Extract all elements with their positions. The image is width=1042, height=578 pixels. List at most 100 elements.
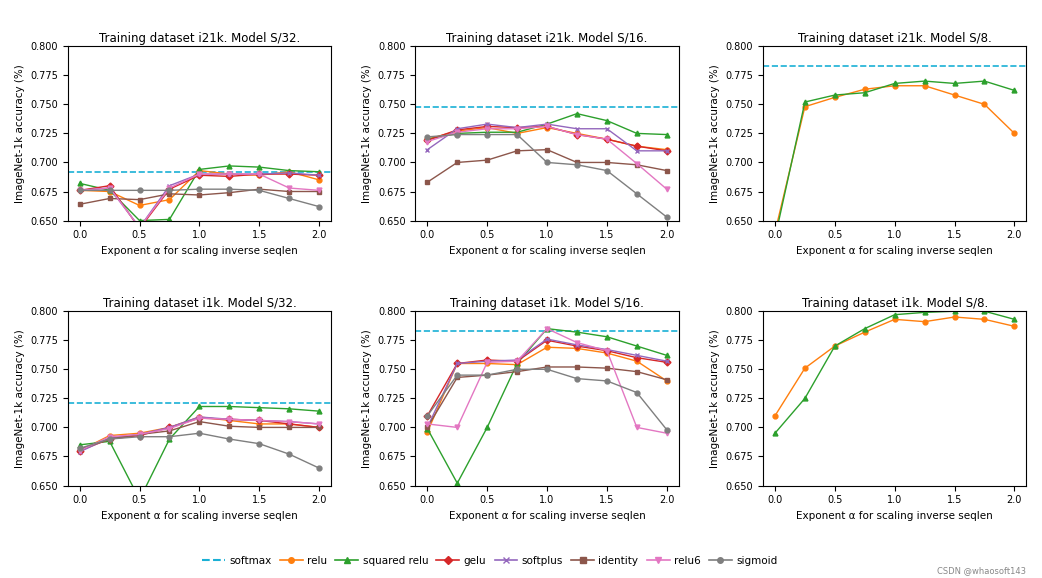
Line: sigmoid: sigmoid [425, 132, 669, 220]
softplus [103, 184, 116, 191]
gelu [223, 173, 235, 180]
X-axis label: Exponent α for scaling inverse seqlen: Exponent α for scaling inverse seqlen [449, 246, 645, 256]
squared_relu [541, 325, 553, 332]
squared_relu [313, 407, 325, 414]
squared_relu [769, 235, 782, 242]
squared_relu [421, 136, 433, 143]
Line: relu: relu [77, 414, 322, 453]
gelu [481, 357, 494, 364]
Line: relu6: relu6 [425, 124, 669, 192]
sigmoid [541, 159, 553, 166]
Line: softplus: softplus [77, 414, 322, 454]
relu6 [451, 424, 464, 431]
sigmoid [193, 186, 205, 192]
squared_relu [223, 162, 235, 169]
Line: sigmoid: sigmoid [77, 431, 322, 470]
relu [283, 168, 296, 175]
relu [978, 316, 991, 323]
squared_relu [661, 352, 673, 359]
softmax [541, 103, 553, 110]
softmax [73, 168, 85, 175]
squared_relu [283, 405, 296, 412]
squared_relu [630, 130, 643, 137]
relu6 [313, 420, 325, 427]
relu [1009, 323, 1021, 330]
relu6 [630, 160, 643, 167]
relu6 [571, 131, 584, 138]
Line: squared_relu: squared_relu [425, 111, 669, 142]
relu [103, 432, 116, 439]
sigmoid [571, 161, 584, 168]
relu6 [73, 447, 85, 454]
relu [948, 91, 961, 98]
gelu [164, 186, 176, 192]
relu [481, 360, 494, 367]
softplus [661, 358, 673, 365]
squared_relu [73, 442, 85, 449]
sigmoid [600, 377, 613, 384]
X-axis label: Exponent α for scaling inverse seqlen: Exponent α for scaling inverse seqlen [796, 511, 993, 521]
relu [600, 136, 613, 143]
relu6 [223, 171, 235, 177]
softmax [889, 307, 901, 314]
Line: softplus: softplus [425, 336, 669, 430]
squared_relu [828, 343, 841, 350]
softplus [133, 431, 146, 438]
relu [918, 318, 931, 325]
relu [541, 344, 553, 351]
squared_relu [451, 480, 464, 487]
identity [481, 372, 494, 379]
Title: Training dataset i21k. Model S/16.: Training dataset i21k. Model S/16. [446, 32, 648, 45]
Line: sigmoid: sigmoid [425, 367, 669, 432]
Line: relu6: relu6 [77, 172, 322, 230]
softplus [283, 169, 296, 176]
softplus [451, 360, 464, 367]
Line: squared_relu: squared_relu [425, 326, 669, 486]
gelu [481, 123, 494, 130]
relu [313, 176, 325, 183]
relu6 [630, 424, 643, 431]
gelu [164, 424, 176, 431]
identity [313, 424, 325, 431]
softplus [313, 172, 325, 179]
relu [421, 136, 433, 143]
sigmoid [223, 186, 235, 192]
relu [798, 365, 811, 372]
sigmoid [313, 203, 325, 210]
gelu [511, 124, 523, 131]
Y-axis label: ImageNet-1k accuracy (%): ImageNet-1k accuracy (%) [15, 64, 25, 203]
identity [133, 196, 146, 203]
sigmoid [193, 430, 205, 437]
gelu [73, 447, 85, 454]
relu6 [193, 171, 205, 177]
squared_relu [481, 129, 494, 136]
relu [828, 343, 841, 350]
identity [73, 446, 85, 453]
relu [889, 82, 901, 89]
gelu [600, 347, 613, 354]
relu6 [103, 184, 116, 191]
squared_relu [889, 311, 901, 318]
gelu [253, 417, 266, 424]
squared_relu [421, 425, 433, 432]
identity [600, 365, 613, 372]
squared_relu [1009, 316, 1021, 323]
squared_relu [978, 307, 991, 314]
gelu [73, 187, 85, 194]
identity [133, 431, 146, 438]
gelu [571, 131, 584, 138]
Line: relu: relu [425, 125, 669, 152]
squared_relu [828, 91, 841, 98]
relu [541, 124, 553, 131]
sigmoid [511, 366, 523, 373]
softplus [511, 124, 523, 131]
squared_relu [133, 217, 146, 224]
relu6 [421, 138, 433, 145]
X-axis label: Exponent α for scaling inverse seqlen: Exponent α for scaling inverse seqlen [101, 511, 298, 521]
relu [481, 124, 494, 131]
squared_relu [541, 121, 553, 128]
identity [451, 374, 464, 381]
squared_relu [571, 329, 584, 336]
relu6 [223, 416, 235, 423]
squared_relu [164, 216, 176, 223]
